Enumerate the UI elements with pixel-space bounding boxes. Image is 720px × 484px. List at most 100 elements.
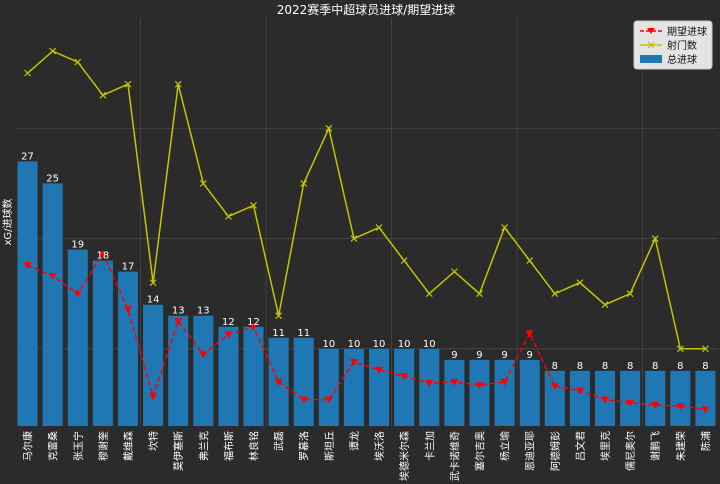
shots-point-11: [300, 179, 308, 187]
bar-value-label-25: 8: [652, 361, 658, 372]
bar-value-label-7: 13: [197, 306, 210, 317]
shots-line: [27, 50, 706, 350]
xg-point-27: [701, 406, 710, 414]
shots-point-7: [199, 179, 207, 187]
xg-point-23: [601, 396, 610, 404]
x-tick-label-11: 罗慕洛: [298, 431, 311, 461]
bar-goals-16: [419, 348, 440, 426]
legend-entry-shots: 射门数: [640, 39, 697, 52]
bar-goals-24: [620, 370, 641, 426]
bar-goals-27: [695, 370, 716, 426]
x-tick-label-18: 塞尔吉奥: [473, 431, 486, 471]
bar-value-label-24: 8: [627, 361, 633, 372]
x-tick-label-15: 埃德米尔森: [398, 431, 411, 481]
shots-point-6: [174, 80, 182, 88]
x-tick-label-3: 穆谢奎: [97, 431, 110, 461]
bar-goals-15: [394, 348, 415, 426]
xg-point-2: [73, 290, 82, 298]
shots-point-22: [576, 279, 584, 287]
xg-point-7: [199, 351, 208, 359]
x-tick-label-13: 谭龙: [348, 431, 361, 451]
shots-point-25: [651, 235, 659, 242]
bar-value-labels: 27 25 19 18 17 14 13 13 12 12 11 11 10 10 10 10 10 9 9 9 9 8 8…: [21, 151, 708, 372]
shots-point-12: [325, 124, 333, 132]
shots-point-1: [49, 47, 57, 55]
xg-point-6: [174, 318, 183, 326]
shots-point-19: [501, 224, 509, 231]
xg-point-25: [651, 402, 660, 410]
bar-goals-18: [469, 359, 490, 426]
bar-value-label-5: 14: [147, 295, 160, 306]
xg-point-22: [575, 387, 584, 395]
bar-goals-5: [143, 304, 164, 426]
bar-value-label-17: 9: [451, 350, 457, 361]
xg-point-8: [224, 331, 233, 339]
bar-value-label-13: 10: [348, 339, 361, 350]
shots-point-13: [350, 235, 358, 242]
xg-point-5: [149, 393, 158, 401]
bar-goals-26: [670, 370, 691, 426]
bar-value-label-14: 10: [373, 339, 386, 350]
legend-entry-goals: 总进球: [640, 53, 697, 66]
xg-point-14: [375, 366, 384, 374]
xg-point-15: [400, 373, 409, 381]
xg-point-19: [500, 378, 509, 386]
legend-goals-swatch: [640, 55, 662, 63]
shots-point-9: [250, 202, 257, 209]
xg-point-24: [626, 399, 635, 407]
x-tick-label-7: 弗兰克: [197, 431, 210, 461]
bar-value-label-21: 8: [552, 361, 558, 372]
bar-value-label-16: 10: [423, 339, 436, 350]
x-tick-label-9: 林良铭: [248, 431, 261, 461]
x-tick-label-21: 阿德姆彭: [549, 431, 562, 471]
bar-value-label-12: 10: [322, 339, 335, 350]
bar-value-label-8: 12: [222, 317, 235, 328]
bar-goals-11: [293, 337, 314, 426]
bar-goals-2: [67, 249, 88, 426]
bar-value-label-3: 18: [97, 251, 110, 262]
bar-value-label-23: 8: [602, 361, 608, 372]
legend-shots-marker: [647, 41, 655, 49]
shots-point-10: [275, 312, 283, 320]
x-tick-label-16: 卡兰加: [423, 431, 436, 461]
xg-point-9: [249, 323, 258, 331]
xg-point-18: [475, 382, 484, 390]
bar-value-label-18: 9: [476, 350, 482, 361]
x-tick-label-14: 埃沃洛: [373, 431, 386, 461]
bar-value-label-0: 27: [21, 151, 34, 162]
bar-value-label-19: 9: [501, 350, 507, 361]
lines: [23, 47, 710, 414]
x-tick-label-17: 武卡诺维奇: [448, 431, 461, 481]
shots-point-20: [526, 257, 534, 265]
bar-goals-20: [519, 359, 540, 426]
xg-point-3: [98, 250, 107, 258]
bar-goals-8: [218, 326, 239, 426]
legend-goals-label: 总进球: [667, 53, 697, 66]
shots-point-27: [702, 345, 709, 353]
bar-goals-9: [243, 326, 264, 426]
bar-goals-1: [42, 183, 63, 426]
shots-point-18: [476, 290, 483, 298]
legend-entry-xg: 期望进球: [640, 25, 707, 38]
bar-goals-0: [17, 161, 38, 426]
bars: [17, 161, 716, 426]
xg-point-21: [550, 383, 559, 391]
legend-xg-label: 期望进球: [667, 25, 707, 38]
bar-value-label-1: 25: [46, 173, 59, 184]
legend-shots-label: 射门数: [667, 39, 697, 52]
xg-point-13: [349, 359, 358, 367]
x-tick-label-23: 埃里克: [599, 431, 612, 461]
bar-value-label-26: 8: [677, 361, 683, 372]
x-tick-label-4: 戴维森: [122, 431, 135, 461]
bar-goals-4: [117, 271, 139, 426]
bar-value-label-22: 8: [577, 361, 583, 372]
bar-goals-3: [92, 260, 113, 426]
shots-point-17: [450, 268, 458, 276]
x-tick-label-19: 杨立瑜: [499, 431, 512, 461]
xg-point-11: [299, 396, 308, 404]
x-tick-label-10: 武磊: [273, 431, 286, 451]
shots-point-24: [626, 290, 634, 298]
xg-point-10: [274, 378, 283, 386]
x-tick-label-27: 陈浦: [699, 431, 712, 451]
shots-point-16: [425, 290, 433, 298]
